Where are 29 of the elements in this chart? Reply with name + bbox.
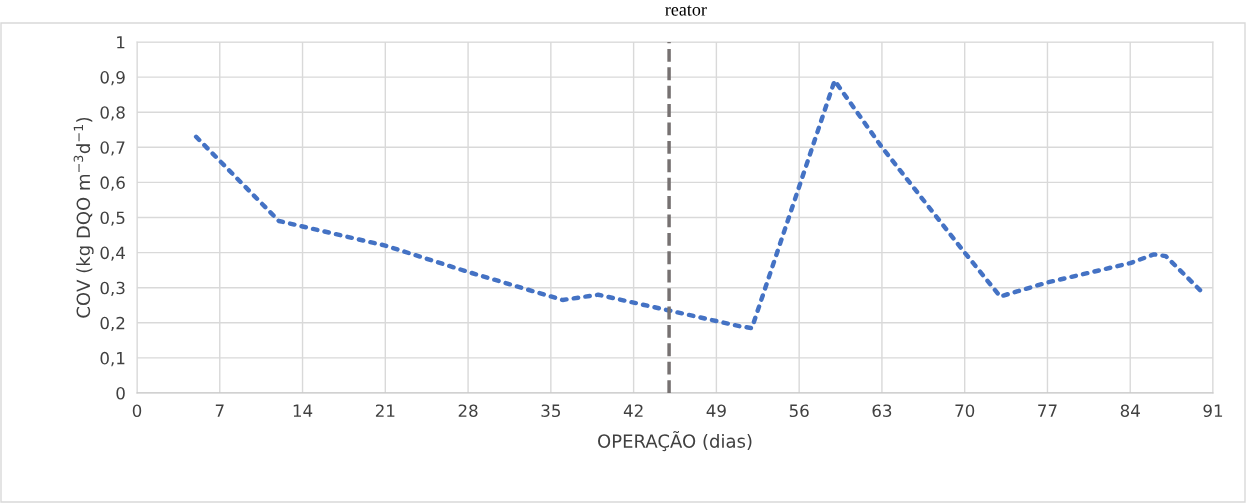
x-tick-label: 14 [293,404,313,417]
x-tick-label: 70 [955,404,975,418]
y-tick-label: 0,6 [100,176,125,191]
y-tick-label: 0,1 [100,351,125,367]
x-tick-label: 28 [458,404,478,418]
x-tick-label: 77 [1038,404,1057,417]
y-tick-label: 0,4 [100,246,125,261]
line-series [193,78,1204,331]
y-tick-label: 0,5 [100,211,125,226]
x-tick-label: 42 [623,404,643,417]
x-tick-label: 84 [1120,404,1140,418]
x-tick-label: 7 [215,404,224,417]
y-tick-label: 0,9 [100,71,125,86]
x-tick-label: 63 [872,404,892,418]
y-tick-label: 1 [117,36,125,49]
x-tick-label: 49 [706,404,726,418]
y-tick-label: 0,3 [100,281,125,296]
y-tick-label: 0,7 [100,141,125,156]
x-tick-label: 91 [1203,404,1223,418]
x-tick-label: 35 [541,404,560,418]
y-tick-label: 0 [116,386,125,400]
x-tick-label: 21 [375,404,395,417]
y-tick-label: 0,8 [100,106,125,121]
x-tick-label: 56 [789,404,809,418]
y-axis-title: COV (kg DQO m$^{−3}$d$^{−1}$) [73,117,94,318]
y-tick-label: 0,2 [100,316,125,332]
x-tick-label: 0 [132,404,142,418]
x-axis-title: OPERAÇÃO (dias) [598,431,752,452]
chart-title: reator [665,5,707,16]
